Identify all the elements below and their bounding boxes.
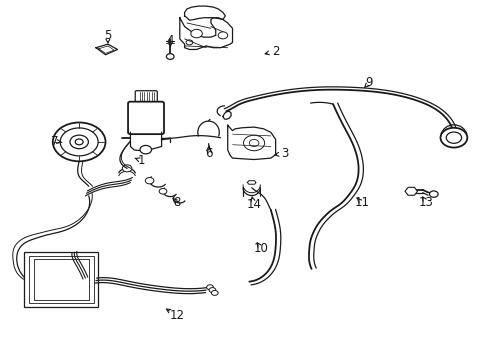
Circle shape [243,135,264,151]
Circle shape [122,165,132,172]
Circle shape [211,291,218,295]
Text: 4: 4 [166,34,174,47]
Polygon shape [184,6,225,20]
Text: 5: 5 [104,29,111,42]
Circle shape [185,40,192,45]
Circle shape [428,191,437,197]
Text: 13: 13 [418,197,433,210]
Circle shape [166,54,174,59]
Circle shape [75,139,83,145]
Text: 7: 7 [51,135,59,148]
Text: 12: 12 [169,309,184,322]
Polygon shape [96,44,117,55]
Text: 6: 6 [204,147,212,160]
FancyBboxPatch shape [128,102,163,134]
Circle shape [440,128,467,148]
Text: 3: 3 [281,147,288,160]
Circle shape [218,32,227,39]
Text: 9: 9 [365,76,372,90]
Circle shape [53,122,105,161]
Circle shape [446,132,461,143]
Polygon shape [180,18,232,49]
Polygon shape [223,111,231,119]
Bar [24,252,98,307]
Text: 1: 1 [138,154,145,167]
Circle shape [206,285,213,290]
Text: 11: 11 [354,197,368,210]
Circle shape [159,189,166,194]
Circle shape [140,145,151,154]
Text: 14: 14 [246,198,261,211]
Circle shape [249,139,258,147]
Circle shape [208,288,215,293]
Circle shape [145,177,154,184]
Text: 10: 10 [253,242,268,255]
Bar [34,259,89,300]
Polygon shape [130,132,161,151]
Polygon shape [227,125,275,159]
Circle shape [70,135,88,149]
Text: 8: 8 [173,197,181,210]
FancyBboxPatch shape [135,91,157,105]
Circle shape [190,30,202,38]
Circle shape [60,128,98,156]
Text: 2: 2 [271,45,279,58]
Bar [29,256,93,303]
